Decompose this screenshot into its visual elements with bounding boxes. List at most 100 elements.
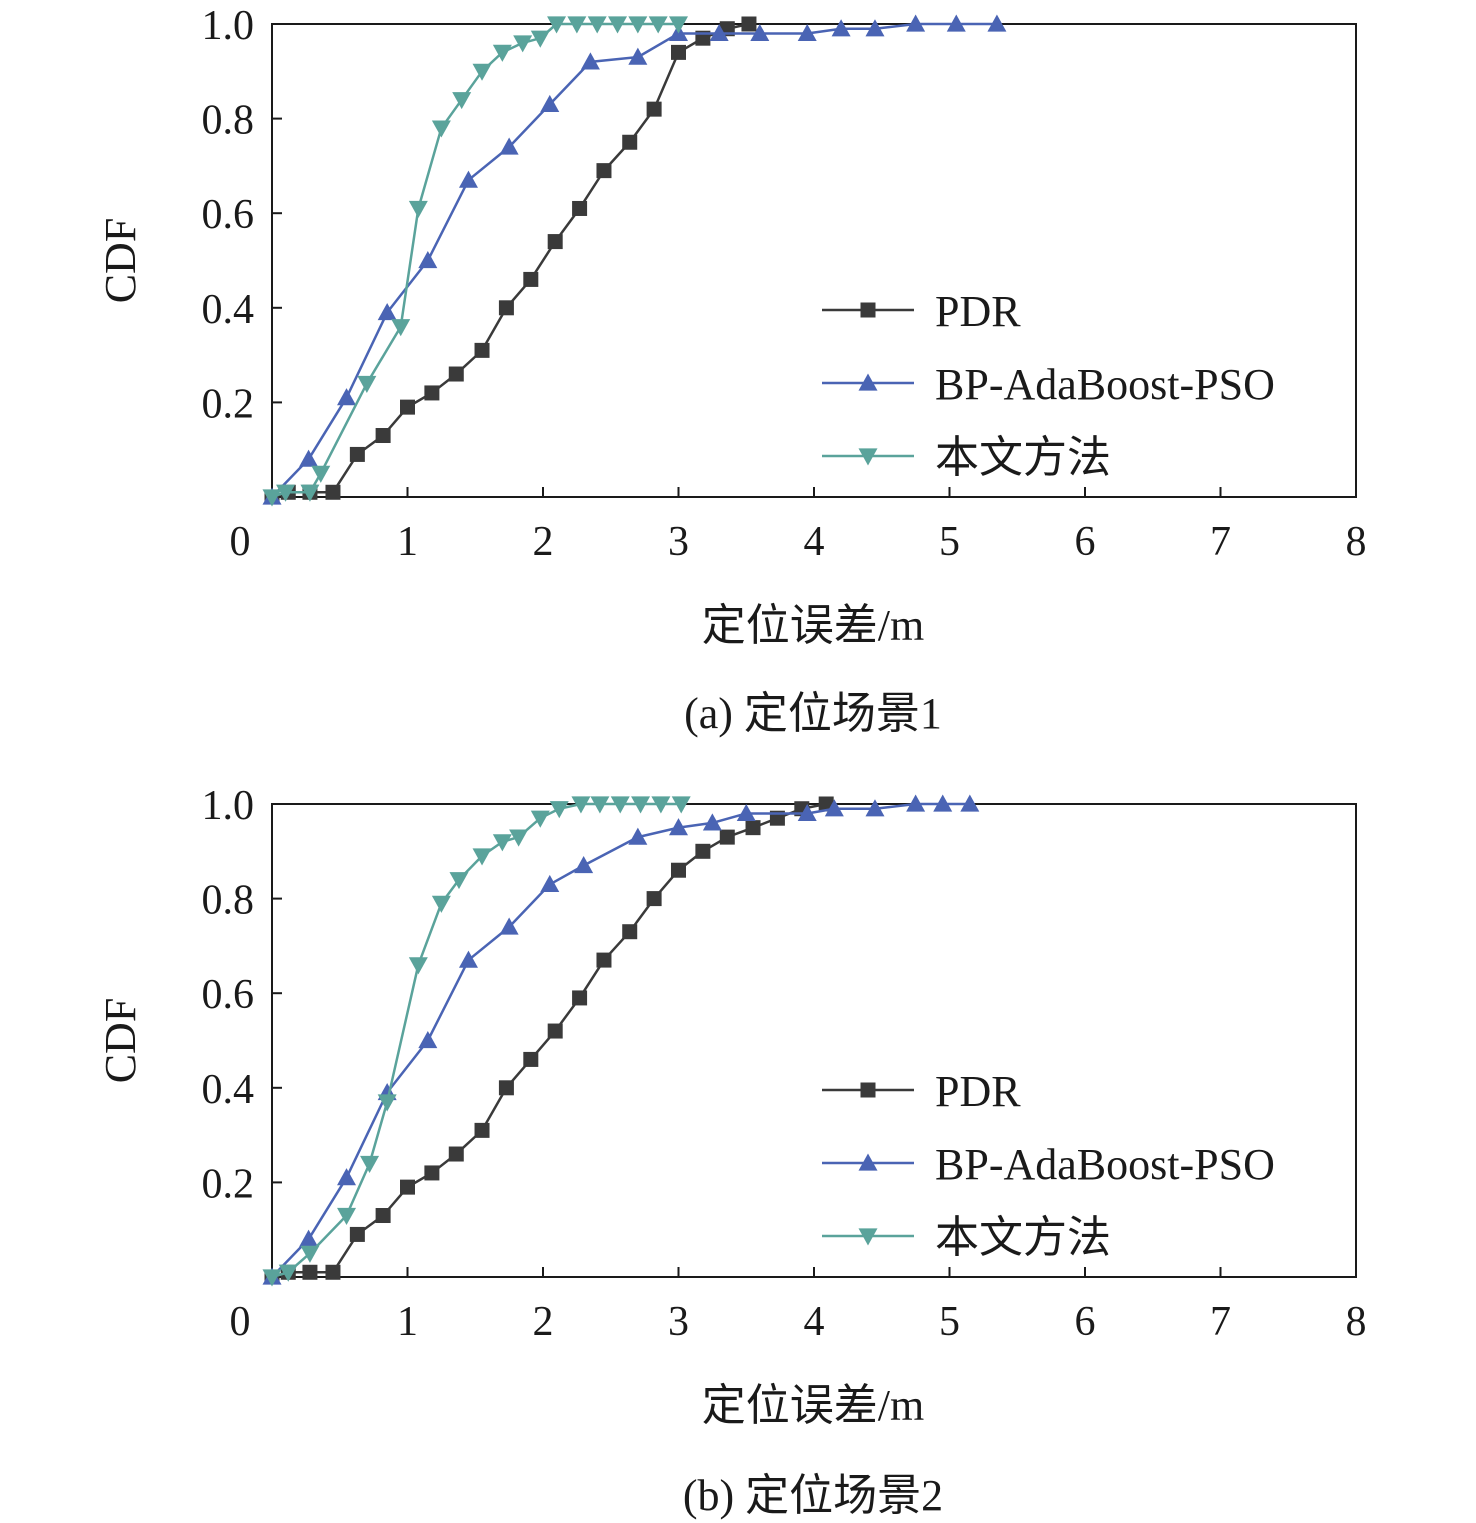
- data-point: [745, 820, 761, 836]
- data-point: [906, 794, 926, 812]
- data-point: [750, 23, 770, 42]
- y-axis-title: CDF: [96, 218, 145, 304]
- data-point: [530, 810, 550, 828]
- data-point: [824, 799, 844, 817]
- x-axis-title: 定位误差/m: [702, 601, 924, 650]
- data-point: [418, 251, 438, 269]
- x-tick-label: 6: [1075, 519, 1096, 565]
- x-tick-label: 1: [397, 519, 418, 565]
- y-tick-label: 0.4: [202, 1067, 255, 1113]
- data-point: [299, 449, 319, 467]
- data-point: [567, 16, 587, 34]
- data-point: [695, 843, 711, 859]
- data-point: [498, 1080, 514, 1096]
- data-point: [671, 862, 686, 878]
- data-point: [987, 14, 1007, 32]
- data-point: [375, 428, 391, 444]
- data-point: [337, 1207, 357, 1226]
- data-point: [377, 1094, 397, 1112]
- data-point: [472, 63, 492, 81]
- data-point: [262, 489, 282, 507]
- data-point: [669, 16, 688, 34]
- legend-label: 本文方法: [935, 1213, 1111, 1262]
- data-point: [523, 1051, 539, 1067]
- x-tick-label: 2: [533, 519, 554, 565]
- legend-marker: [858, 1153, 878, 1171]
- data-point: [431, 895, 451, 913]
- x-tick-label: 6: [1075, 1299, 1096, 1345]
- data-point: [424, 385, 440, 401]
- series-line: [271, 802, 827, 1279]
- data-point: [960, 794, 980, 812]
- legend-item-3: 本文方法: [822, 433, 1111, 482]
- legend-marker: [858, 373, 878, 391]
- legend-label: PDR: [935, 1067, 1021, 1116]
- data-point: [622, 134, 638, 150]
- data-point: [797, 803, 817, 822]
- data-point: [276, 484, 296, 502]
- legend-label: BP-AdaBoost-PSO: [935, 1140, 1275, 1189]
- data-point: [400, 1179, 415, 1195]
- data-point: [702, 813, 722, 831]
- data-point: [513, 35, 533, 53]
- data-point: [300, 484, 320, 502]
- data-point: [628, 827, 648, 845]
- data-point: [596, 952, 612, 968]
- legend: PDR BP-AdaBoost-PSO 本文方法: [822, 287, 1275, 482]
- data-point: [449, 872, 469, 890]
- data-point: [610, 796, 630, 814]
- x-tick-label: 8: [1346, 519, 1367, 565]
- plot-frame: [271, 23, 1357, 498]
- data-point: [587, 16, 607, 34]
- data-point: [530, 30, 550, 48]
- y-tick-label: 0.6: [202, 192, 255, 238]
- legend-marker: [860, 1082, 876, 1098]
- data-point: [622, 924, 638, 940]
- data-point: [540, 874, 560, 893]
- data-point: [299, 1229, 319, 1247]
- series-3: [262, 796, 691, 1287]
- panel-caption: (a) 定位场景1: [684, 689, 942, 738]
- x-tick-label: 3: [668, 519, 689, 565]
- x-tick-label: 2: [533, 1299, 554, 1345]
- data-point: [391, 319, 411, 337]
- data-point: [651, 796, 671, 814]
- series-line: [271, 22, 750, 499]
- data-point: [278, 1264, 298, 1282]
- data-point: [946, 14, 966, 32]
- y-tick-label: 1.0: [202, 3, 255, 49]
- legend-item-2: BP-AdaBoost-PSO: [822, 360, 1275, 409]
- data-point: [646, 101, 662, 117]
- y-axis-title: CDF: [96, 998, 145, 1084]
- y-tick-label: 0.6: [202, 972, 255, 1018]
- legend-marker: [858, 448, 878, 466]
- legend: PDR BP-AdaBoost-PSO 本文方法: [822, 1067, 1275, 1262]
- x-tick-label: 0: [230, 519, 251, 565]
- legend-label: PDR: [935, 287, 1021, 336]
- x-tick-label: 8: [1346, 1299, 1367, 1345]
- chart-panel-2: 0 1 2 3 4 5 6 7 8 0.2 0.4 0.6 0.8 1.0 定位误差/m CDF (b) 定位场…: [96, 783, 1367, 1520]
- data-point: [492, 44, 512, 62]
- legend-marker: [858, 1228, 878, 1246]
- data-point: [571, 796, 591, 814]
- series-1: [264, 16, 757, 505]
- plot-frame: [271, 803, 1357, 1278]
- data-point: [540, 94, 560, 113]
- y-tick-label: 1.0: [202, 783, 255, 829]
- data-point: [646, 891, 662, 907]
- series-2: [262, 794, 980, 1285]
- data-point: [509, 829, 529, 847]
- data-point: [498, 300, 514, 316]
- chart-panel-1: 0 1 2 3 4 5 6 7 8 0.2 0.4 0.6 0.8 1.0 定位误差/m CDF (a) 定位场…: [96, 3, 1367, 738]
- legend-item-1: PDR: [822, 287, 1021, 336]
- data-point: [311, 465, 331, 483]
- data-point: [492, 834, 512, 852]
- x-tick-label: 1: [397, 1299, 418, 1345]
- data-point: [572, 990, 588, 1006]
- data-point: [360, 1155, 380, 1173]
- data-point: [523, 271, 539, 287]
- data-point: [628, 47, 648, 65]
- data-point: [797, 23, 817, 42]
- y-tick-label: 0.8: [202, 98, 255, 144]
- data-point: [671, 796, 691, 814]
